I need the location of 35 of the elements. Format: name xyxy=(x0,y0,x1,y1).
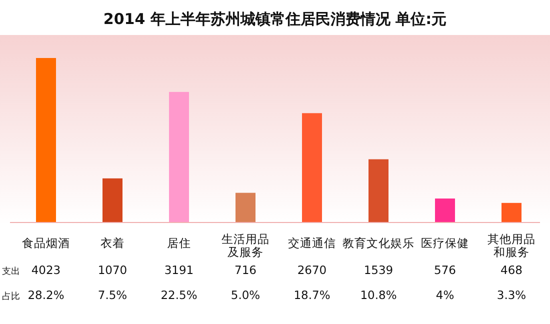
x-tick-label: 生活用品及服务 xyxy=(222,232,270,259)
bar xyxy=(302,113,322,222)
bar xyxy=(36,58,56,222)
bar xyxy=(102,178,122,222)
x-tick-label: 食品烟酒 xyxy=(22,236,70,250)
data-label: 1539 xyxy=(364,263,394,277)
x-tick-label: 衣着 xyxy=(100,236,124,250)
bar xyxy=(435,198,455,222)
text: 占比 xyxy=(2,291,20,302)
text: 5.0% xyxy=(230,288,260,302)
bar xyxy=(169,92,189,222)
text: 支出 xyxy=(2,266,20,277)
chart-title: 2014 年上半年苏州城镇常住居民消费情况 单位:元 xyxy=(103,10,447,28)
data-label: 576 xyxy=(434,263,456,277)
x-tick-label: 交通通信 xyxy=(288,236,336,250)
text: 3.3% xyxy=(496,288,526,302)
data-label: 468 xyxy=(500,263,522,277)
x-tick-label: 医疗保健 xyxy=(421,236,469,250)
data-label: 4023 xyxy=(31,263,61,277)
x-tick-label: 居住 xyxy=(167,236,191,250)
text: 10.8% xyxy=(360,288,397,302)
text: 22.5% xyxy=(160,288,198,302)
text: 7.5% xyxy=(98,288,128,302)
data-label: 3191 xyxy=(164,263,194,277)
x-tick-label: 其他用品和服务 xyxy=(488,232,536,259)
bar xyxy=(368,159,388,222)
text: 4% xyxy=(436,288,454,302)
text: 18.7% xyxy=(294,288,330,302)
data-label: 2670 xyxy=(297,263,327,277)
text: 28.2% xyxy=(28,288,64,302)
data-label: 716 xyxy=(234,263,256,277)
bar xyxy=(236,192,256,222)
data-label: 1070 xyxy=(98,263,128,277)
bar xyxy=(502,202,522,222)
x-tick-label: 教育文化娱乐 xyxy=(342,236,414,250)
